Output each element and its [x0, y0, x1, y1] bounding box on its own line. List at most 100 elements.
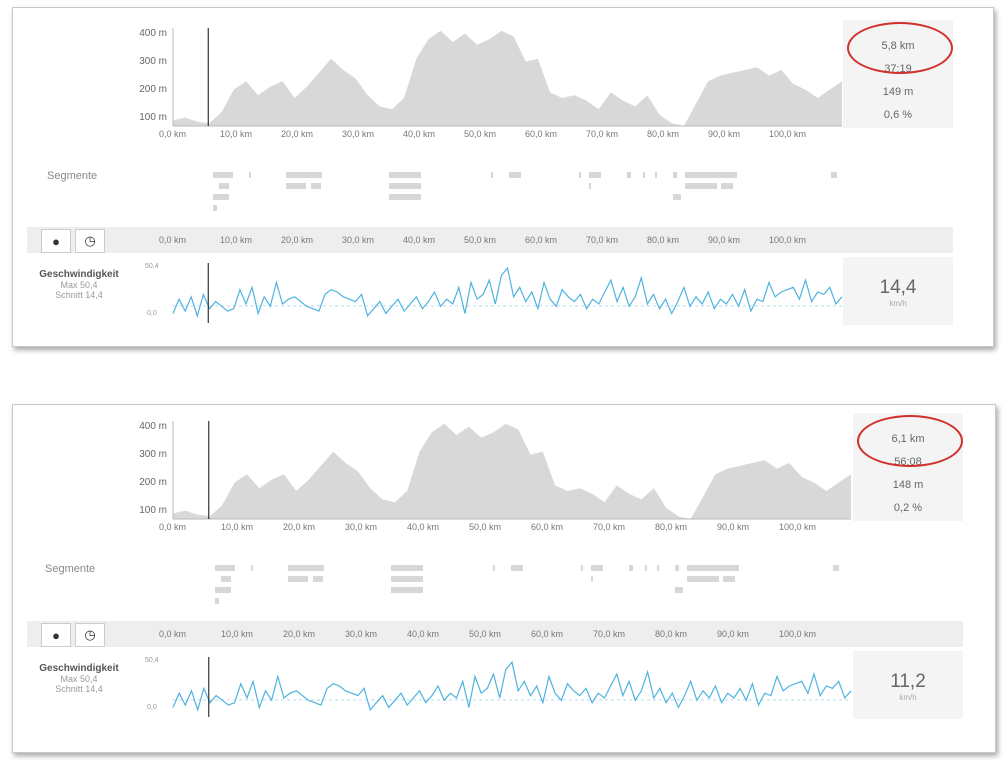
speed-metric-label[interactable]: Geschwindigkeit Max 50,4 Schnitt 14,4 [27, 269, 131, 300]
segment-bar[interactable] [213, 205, 217, 211]
elevation-tick-label: 300 m [139, 449, 167, 460]
distance-tick-label: 60,0 km [531, 522, 564, 532]
distance-tick-label: 90,0 km [708, 235, 741, 245]
distance-tick-label: 10,0 km [221, 522, 254, 532]
distance-tick-label: 30,0 km [345, 629, 378, 639]
segment-bar[interactable] [629, 565, 633, 571]
segment-bar[interactable] [491, 172, 493, 178]
elevation-chart[interactable] [172, 421, 851, 520]
segment-bar[interactable] [288, 576, 308, 582]
distance-tick-label: 50,0 km [469, 522, 502, 532]
segment-bar[interactable] [687, 576, 719, 582]
distance-mode-button[interactable]: ● [41, 229, 71, 253]
segment-bar[interactable] [221, 576, 231, 582]
segment-bar[interactable] [673, 194, 681, 200]
segment-bar[interactable] [687, 565, 739, 571]
distance-tick-label: 100,0 km [779, 522, 817, 532]
segment-bar[interactable] [215, 587, 231, 593]
activity-panel: 400 m 300 m 200 m 100 m 0,0 km 10,0 km 20,0 km… [12, 404, 996, 753]
segment-bar[interactable] [286, 172, 322, 178]
activity-panel: 400 m 300 m 200 m 100 m 0,0 km 10,0 km 20,0 km… [12, 7, 994, 347]
distance-tick-label: 10,0 km [220, 235, 253, 245]
time-mode-button[interactable]: ◷ [75, 623, 105, 647]
elevation-tick-label: 200 m [139, 84, 167, 95]
distance-tick-label: 90,0 km [717, 522, 750, 532]
axis-toolbar: ● ◷ 0,0 km 10,0 km 20,0 km 30,0 km 40,0 km 50,0… [27, 621, 963, 647]
elevation-area [173, 423, 851, 519]
red-circle-annotation [857, 415, 963, 467]
segment-bar[interactable] [655, 172, 657, 178]
segment-bar[interactable] [391, 565, 423, 571]
distance-tick-label: 80,0 km [647, 129, 680, 139]
segment-bar[interactable] [213, 194, 229, 200]
segment-bar[interactable] [589, 183, 591, 189]
segment-bar[interactable] [685, 172, 737, 178]
elevation-tick-label: 400 m [139, 28, 167, 39]
segment-bar[interactable] [591, 576, 593, 582]
current-speed-panel: 14,4 km/h [843, 257, 953, 325]
segment-bar[interactable] [675, 565, 679, 571]
segment-bar[interactable] [657, 565, 659, 571]
stat-grade: 0,2 % [893, 502, 923, 514]
segment-bar[interactable] [831, 172, 837, 178]
distance-tick-label: 20,0 km [281, 129, 314, 139]
speed-chart[interactable] [172, 263, 843, 323]
segment-bar[interactable] [675, 587, 683, 593]
distance-tick-label: 50,0 km [469, 629, 502, 639]
segment-bar[interactable] [511, 565, 523, 571]
segment-bar[interactable] [215, 565, 235, 571]
speed-title: Geschwindigkeit [39, 663, 119, 674]
segment-bar[interactable] [591, 565, 603, 571]
segment-bar[interactable] [721, 183, 733, 189]
distance-tick-label: 60,0 km [525, 235, 558, 245]
segment-bar[interactable] [286, 183, 306, 189]
distance-tick-label: 90,0 km [717, 629, 750, 639]
segment-bar[interactable] [581, 565, 583, 571]
segment-bar[interactable] [311, 183, 321, 189]
speed-average: Schnitt 14,4 [55, 684, 103, 694]
segment-bar[interactable] [391, 587, 423, 593]
speed-chart[interactable] [172, 657, 852, 717]
segment-bar[interactable] [645, 565, 647, 571]
segment-bar[interactable] [389, 183, 421, 189]
distance-tick-label: 0,0 km [159, 629, 187, 639]
elevation-chart[interactable] [172, 28, 842, 127]
segment-bar[interactable] [579, 172, 581, 178]
speed-title: Geschwindigkeit [39, 269, 119, 280]
segment-bar[interactable] [673, 172, 677, 178]
distance-tick-label: 10,0 km [220, 129, 253, 139]
time-mode-button[interactable]: ◷ [75, 229, 105, 253]
speed-metric-label[interactable]: Geschwindigkeit Max 50,4 Schnitt 14,4 [27, 663, 131, 694]
segment-bar[interactable] [215, 598, 219, 604]
current-speed-panel: 11,2 km/h [853, 651, 963, 719]
distance-tick-label: 50,0 km [464, 235, 497, 245]
clock-icon: ◷ [84, 233, 96, 248]
segment-bar[interactable] [389, 194, 421, 200]
axis-toolbar: ● ◷ 0,0 km 10,0 km 20,0 km 30,0 km 40,0 km 50,0… [27, 227, 953, 253]
elevation-tick-label: 100 m [139, 112, 167, 123]
speed-max: Max 50,4 [60, 674, 98, 684]
segment-bar[interactable] [643, 172, 645, 178]
segment-bar[interactable] [509, 172, 521, 178]
segment-bar[interactable] [627, 172, 631, 178]
segment-bar[interactable] [493, 565, 495, 571]
segment-bar[interactable] [251, 565, 253, 571]
distance-tick-label: 100,0 km [769, 235, 807, 245]
distance-tick-label: 80,0 km [655, 629, 688, 639]
distance-tick-label: 0,0 km [159, 129, 187, 139]
segment-bar[interactable] [213, 172, 233, 178]
distance-tick-label: 100,0 km [769, 129, 807, 139]
segment-bar[interactable] [249, 172, 251, 178]
segment-bar[interactable] [391, 576, 423, 582]
segment-bar[interactable] [723, 576, 735, 582]
segment-bar[interactable] [219, 183, 229, 189]
speed-axis-min: 0,0 [147, 310, 157, 317]
segment-bar[interactable] [389, 172, 421, 178]
segment-bar[interactable] [833, 565, 839, 571]
segment-bar[interactable] [589, 172, 601, 178]
distance-mode-button[interactable]: ● [41, 623, 71, 647]
segment-bar[interactable] [313, 576, 323, 582]
distance-tick-label: 20,0 km [281, 235, 314, 245]
segment-bar[interactable] [288, 565, 324, 571]
segment-bar[interactable] [685, 183, 717, 189]
